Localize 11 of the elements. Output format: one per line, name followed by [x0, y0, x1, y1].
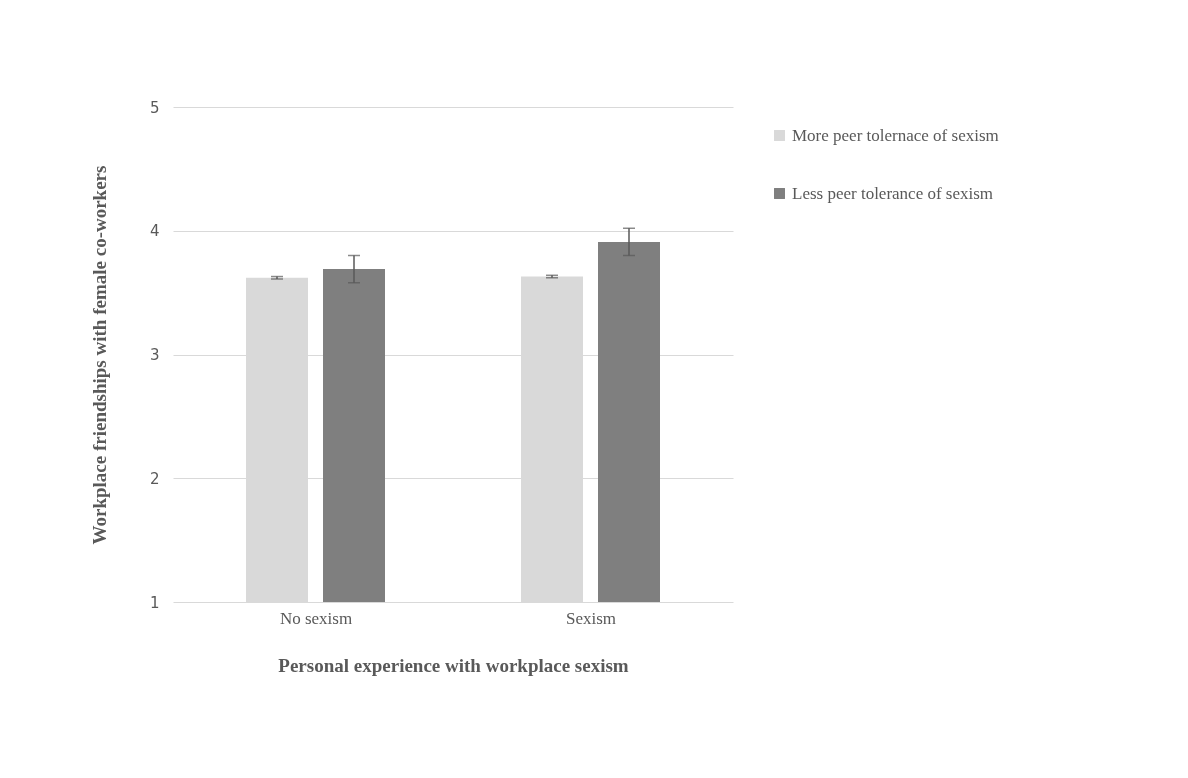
- y-tick-label: 5: [149, 98, 160, 117]
- legend-label: Less peer tolerance of sexism: [792, 183, 994, 203]
- x-axis-title: Personal experience with workplace sexism: [278, 654, 629, 676]
- y-tick-label: 4: [149, 222, 160, 241]
- x-tick-label: Sexism: [565, 608, 617, 628]
- x-tick-label: No sexism: [279, 608, 353, 628]
- legend-label: More peer tolernace of sexism: [792, 125, 999, 145]
- y-tick-label: 1: [149, 593, 160, 612]
- y-tick-label: 2: [149, 469, 160, 488]
- y-axis-title: Workplace friendships with female co-workers: [88, 165, 110, 545]
- y-tick-label: 3: [149, 346, 160, 364]
